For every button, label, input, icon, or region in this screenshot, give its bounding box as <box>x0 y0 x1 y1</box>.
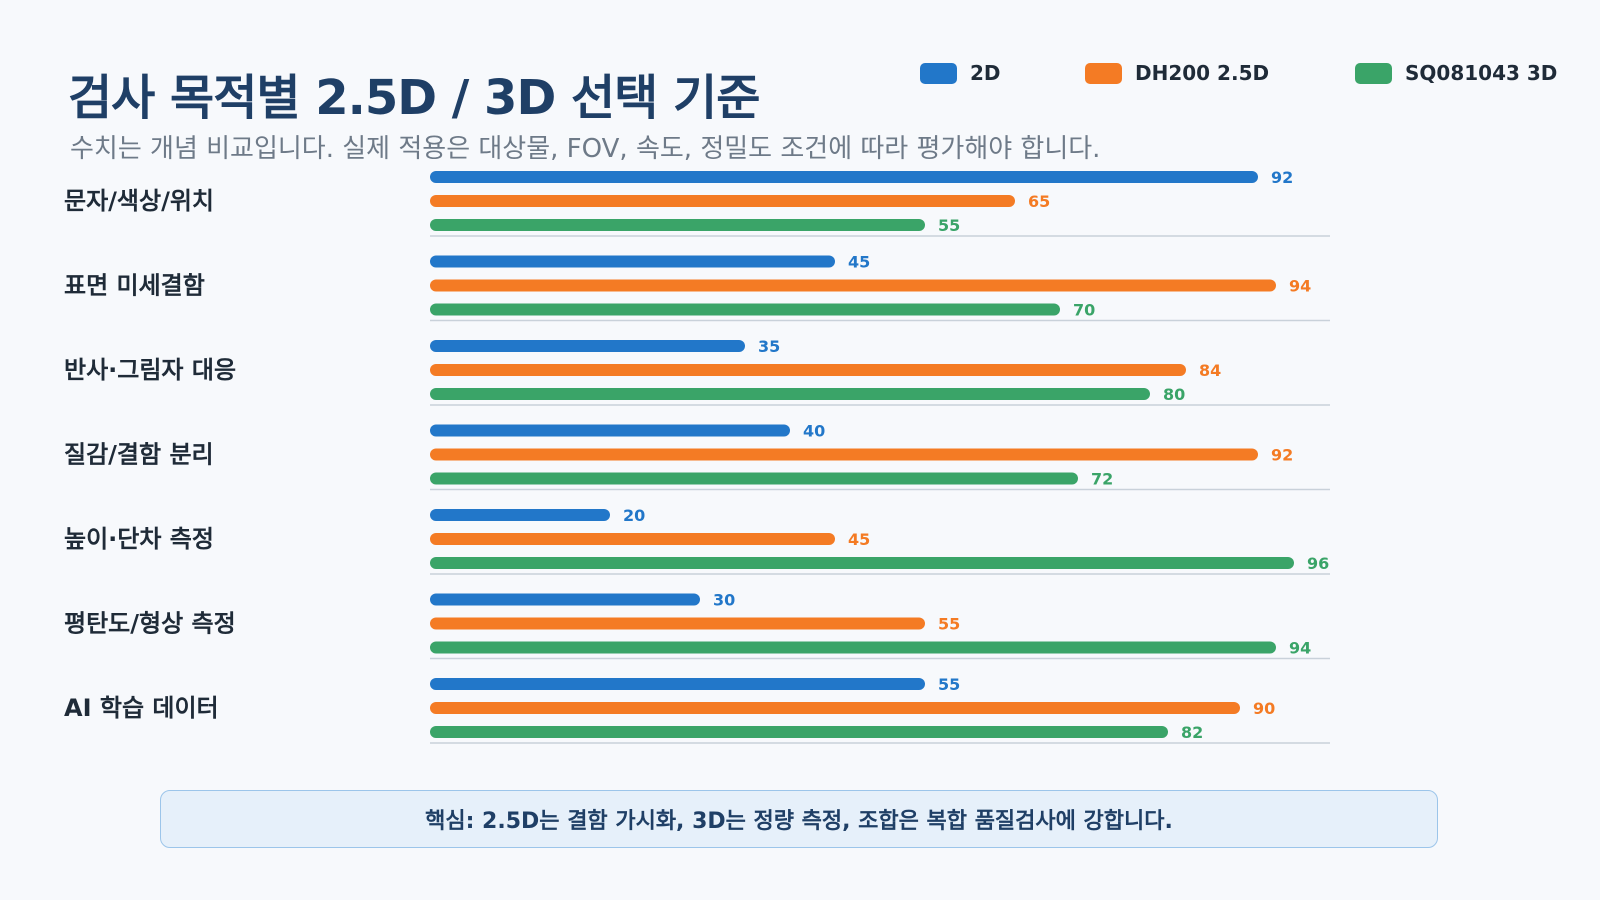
bar <box>430 364 1186 376</box>
bar <box>430 448 1258 461</box>
chart-title: 검사 목적별 2.5D / 3D 선택 기준 <box>68 70 760 126</box>
category-label: AI 학습 데이터 <box>64 694 219 722</box>
legend-label-2d: 2D <box>970 61 1001 85</box>
data-label: 40 <box>803 422 825 441</box>
bar <box>430 388 1150 400</box>
data-label: 65 <box>1028 192 1050 211</box>
bar <box>430 340 745 352</box>
category-label: 높이·단차 측정 <box>64 525 214 553</box>
legend-swatch-2-5d <box>1085 62 1122 84</box>
data-label: 55 <box>938 615 960 634</box>
data-label: 94 <box>1289 639 1311 658</box>
data-label: 55 <box>938 216 960 235</box>
data-label: 94 <box>1289 277 1311 296</box>
data-label: 90 <box>1253 699 1275 718</box>
legend-label-3d: SQ081043 3D <box>1405 61 1558 85</box>
bar <box>430 533 835 545</box>
data-label: 72 <box>1091 470 1113 489</box>
bar <box>430 171 1258 183</box>
bar <box>430 195 1015 207</box>
legend-item-2-5d: DH200 2.5D <box>1085 58 1269 88</box>
bar <box>430 557 1294 569</box>
data-label: 70 <box>1073 301 1095 320</box>
legend-item-2d: 2D <box>920 58 1001 88</box>
data-label: 92 <box>1271 446 1293 465</box>
legend-swatch-3d <box>1355 62 1392 84</box>
key-note-box: 핵심: 2.5D는 결함 가시화, 3D는 정량 측정, 조합은 복합 품질검사… <box>160 790 1438 848</box>
legend-label-2-5d: DH200 2.5D <box>1135 61 1270 85</box>
data-label: 45 <box>848 253 870 272</box>
bar <box>430 255 835 268</box>
bar <box>430 509 610 521</box>
bar <box>430 472 1078 485</box>
data-label: 55 <box>938 675 960 694</box>
data-label: 82 <box>1181 723 1203 742</box>
bar <box>430 678 925 690</box>
bar <box>430 593 700 606</box>
data-label: 45 <box>848 530 870 549</box>
key-note-text: 핵심: 2.5D는 결함 가시화, 3D는 정량 측정, 조합은 복합 품질검사… <box>425 809 1173 834</box>
data-label: 35 <box>758 337 780 356</box>
data-label: 30 <box>713 591 735 610</box>
chart-subtitle: 수치는 개념 비교입니다. 실제 적용은 대상물, FOV, 속도, 정밀도 조… <box>70 134 1101 164</box>
category-label: 평탄도/형상 측정 <box>64 610 236 638</box>
bar <box>430 303 1060 316</box>
legend-swatch-2d <box>920 62 957 84</box>
bar <box>430 279 1276 292</box>
bar <box>430 641 1276 654</box>
data-label: 92 <box>1271 168 1293 187</box>
bar <box>430 702 1240 714</box>
legend-item-3d: SQ081043 3D <box>1355 58 1557 88</box>
data-label: 80 <box>1163 385 1185 404</box>
category-label: 반사·그림자 대응 <box>64 356 236 384</box>
bar <box>430 617 925 630</box>
category-label: 문자/색상/위치 <box>64 187 214 215</box>
data-label: 84 <box>1199 361 1221 380</box>
category-label: 질감/결함 분리 <box>64 441 214 469</box>
category-label: 표면 미세결함 <box>64 272 205 300</box>
data-label: 96 <box>1307 554 1329 573</box>
legend: 2D DH200 2.5D SQ081043 3D <box>0 58 1600 98</box>
bar <box>430 726 1168 738</box>
bar <box>430 219 925 231</box>
data-label: 20 <box>623 506 645 525</box>
bar <box>430 424 790 437</box>
